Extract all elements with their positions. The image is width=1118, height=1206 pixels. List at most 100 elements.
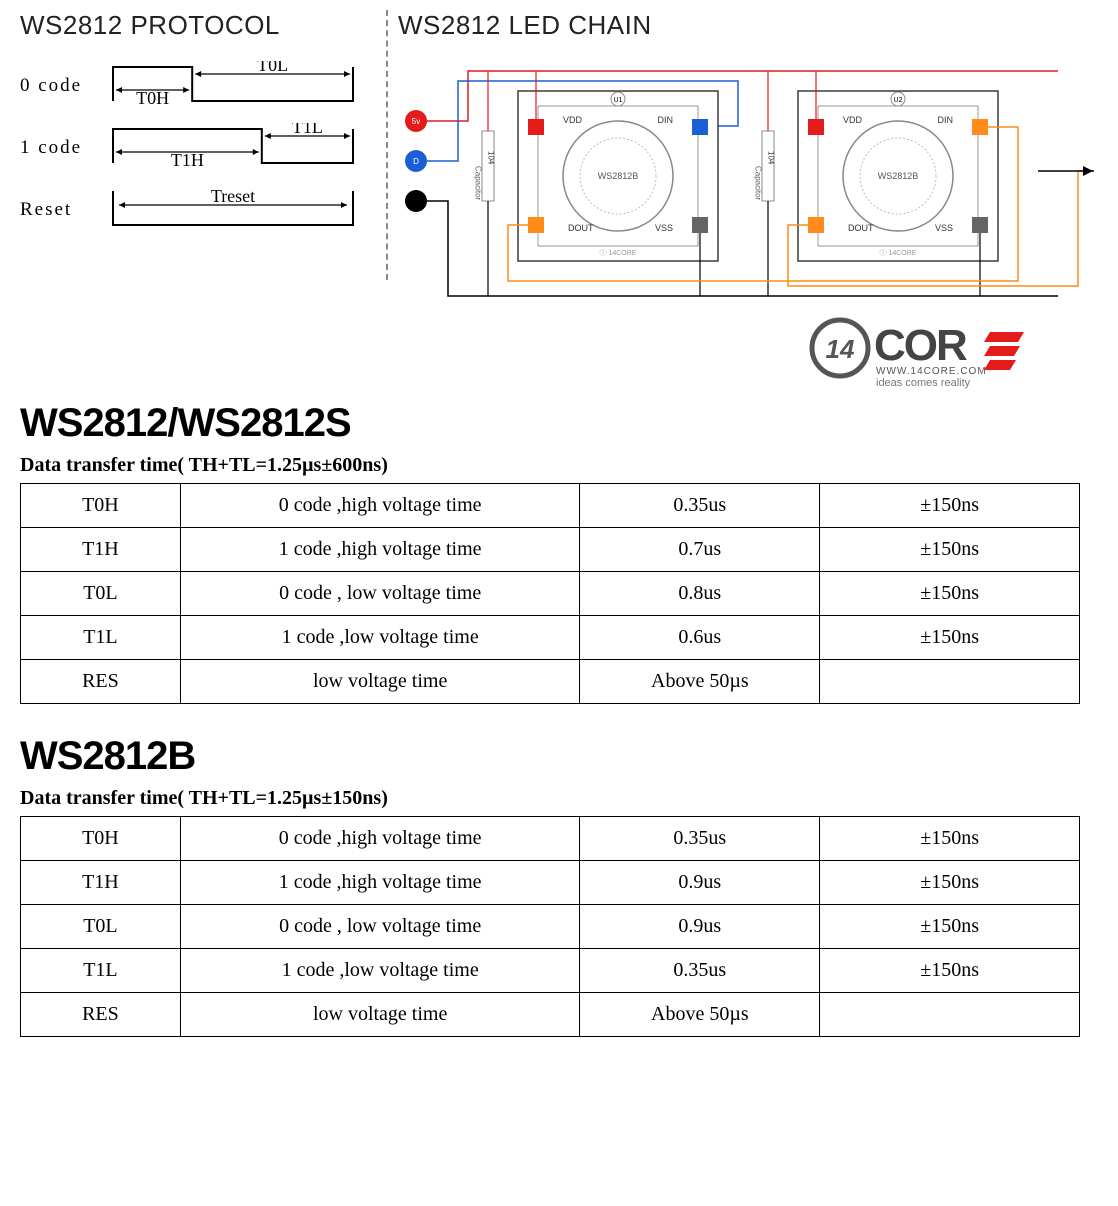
svg-text:T0L: T0L (257, 61, 288, 75)
table-row: T0H0 code ,high voltage time0.35us±150ns (21, 484, 1080, 528)
table-cell: ±150ns (820, 616, 1080, 660)
chain-panel: WS2812 LED CHAIN 5vDCapacitor104WS2812BU… (398, 10, 1098, 316)
table-cell: 0.35us (580, 949, 820, 993)
section1-title: WS2812/WS2812S (20, 401, 1098, 446)
svg-text:Capacitor: Capacitor (754, 166, 763, 201)
table-cell: ±150ns (820, 572, 1080, 616)
table-cell: ±150ns (820, 861, 1080, 905)
table-cell: 0.8us (580, 572, 820, 616)
timing-diagram: 0 code T0H T0L 1 code T1H T1L Reset Treset (20, 61, 376, 235)
table-row: T1L1 code ,low voltage time0.6us±150ns (21, 616, 1080, 660)
table-row: RESlow voltage timeAbove 50µs (21, 993, 1080, 1037)
table-cell: 0 code , low voltage time (180, 572, 580, 616)
svg-text:VSS: VSS (935, 223, 953, 233)
timing-label: 0 code (20, 75, 105, 97)
table-row: T0H0 code ,high voltage time0.35us±150ns (21, 817, 1080, 861)
svg-text:WS2812B: WS2812B (598, 171, 639, 181)
svg-text:T1L: T1L (292, 123, 323, 137)
svg-text:Treset: Treset (211, 186, 255, 206)
table-cell: low voltage time (180, 660, 580, 704)
table-cell: T0L (21, 905, 181, 949)
heading-chain: WS2812 LED CHAIN (398, 10, 1098, 41)
table-cell: T0L (21, 572, 181, 616)
table-cell: RES (21, 660, 181, 704)
svg-text:U2: U2 (894, 97, 903, 104)
table-cell: RES (21, 993, 181, 1037)
chain-diagram: 5vDCapacitor104WS2812BU1VDDDINDOUTVSSⓘ 1… (398, 61, 1098, 311)
section2-subtitle: Data transfer time( TH+TL=1.25µs±150ns) (20, 787, 1098, 810)
table-cell: ±150ns (820, 949, 1080, 993)
table-cell: ±150ns (820, 528, 1080, 572)
table-cell: ±150ns (820, 905, 1080, 949)
svg-text:Capacitor: Capacitor (474, 166, 483, 201)
table-cell: 0.6us (580, 616, 820, 660)
svg-text:ⓘ 14CORE: ⓘ 14CORE (600, 249, 637, 257)
svg-text:ideas comes reality: ideas comes reality (876, 377, 971, 389)
table-cell: T1H (21, 861, 181, 905)
table-cell: Above 50µs (580, 993, 820, 1037)
section2-title: WS2812B (20, 734, 1098, 779)
table-cell: T0H (21, 817, 181, 861)
svg-text:COR: COR (874, 321, 967, 370)
svg-text:104: 104 (487, 151, 496, 165)
section1-subtitle: Data transfer time( TH+TL=1.25µs±600ns) (20, 454, 1098, 477)
svg-text:ⓘ 14CORE: ⓘ 14CORE (880, 249, 917, 257)
table-cell: low voltage time (180, 993, 580, 1037)
vertical-separator (386, 10, 388, 280)
logo-area: 14 CORWWW.14CORE.COMideas comes reality (808, 316, 1068, 401)
table-cell: 1 code ,high voltage time (180, 528, 580, 572)
timing-row-1: 1 code T1H T1L (20, 123, 376, 173)
svg-text:DOUT: DOUT (848, 223, 874, 233)
table-cell: T1L (21, 949, 181, 993)
table-cell: Above 50µs (580, 660, 820, 704)
table-cell: 0.35us (580, 484, 820, 528)
table-row: T0L0 code , low voltage time0.8us±150ns (21, 572, 1080, 616)
timing-row-2: Reset Treset (20, 185, 376, 235)
table-cell: 1 code ,high voltage time (180, 861, 580, 905)
svg-text:VSS: VSS (655, 223, 673, 233)
top-row: WS2812 PROTOCOL 0 code T0H T0L 1 code T1H T1L… (20, 10, 1098, 316)
table-cell: T1H (21, 528, 181, 572)
svg-text:104: 104 (767, 151, 776, 165)
table-cell: 1 code ,low voltage time (180, 616, 580, 660)
svg-text:VDD: VDD (563, 115, 583, 125)
svg-text:T0H: T0H (136, 88, 169, 108)
table-row: T0L0 code , low voltage time0.9us±150ns (21, 905, 1080, 949)
table-cell (820, 993, 1080, 1037)
heading-protocol: WS2812 PROTOCOL (20, 10, 376, 41)
table-cell: 1 code ,low voltage time (180, 949, 580, 993)
table-cell (820, 660, 1080, 704)
svg-text:VDD: VDD (843, 115, 863, 125)
table-row: RESlow voltage timeAbove 50µs (21, 660, 1080, 704)
svg-text:5v: 5v (412, 117, 420, 126)
table-row: T1H1 code ,high voltage time0.7us±150ns (21, 528, 1080, 572)
svg-text:WWW.14CORE.COM: WWW.14CORE.COM (876, 366, 987, 377)
table-ws2812: T0H0 code ,high voltage time0.35us±150ns… (20, 483, 1080, 704)
table-cell: 0 code , low voltage time (180, 905, 580, 949)
svg-text:T1H: T1H (171, 150, 204, 170)
logo-14core: 14 CORWWW.14CORE.COMideas comes reality (808, 316, 1068, 396)
svg-text:U1: U1 (614, 97, 623, 104)
table-cell: T0H (21, 484, 181, 528)
table-cell: ±150ns (820, 484, 1080, 528)
table-cell: 0.7us (580, 528, 820, 572)
svg-text:WS2812B: WS2812B (878, 171, 919, 181)
table-cell: T1L (21, 616, 181, 660)
svg-text:DIN: DIN (658, 115, 674, 125)
table-cell: ±150ns (820, 817, 1080, 861)
table-cell: 0.9us (580, 905, 820, 949)
svg-text:DOUT: DOUT (568, 223, 594, 233)
table-cell: 0.35us (580, 817, 820, 861)
timing-label: 1 code (20, 137, 105, 159)
table-row: T1H1 code ,high voltage time0.9us±150ns (21, 861, 1080, 905)
table-cell: 0 code ,high voltage time (180, 817, 580, 861)
table-ws2812b: T0H0 code ,high voltage time0.35us±150ns… (20, 816, 1080, 1037)
table-cell: 0 code ,high voltage time (180, 484, 580, 528)
protocol-panel: WS2812 PROTOCOL 0 code T0H T0L 1 code T1H T1L… (20, 10, 376, 316)
timing-label: Reset (20, 199, 105, 221)
timing-row-0: 0 code T0H T0L (20, 61, 376, 111)
svg-text:DIN: DIN (938, 115, 954, 125)
svg-text:14: 14 (826, 334, 855, 364)
table-row: T1L1 code ,low voltage time0.35us±150ns (21, 949, 1080, 993)
table-cell: 0.9us (580, 861, 820, 905)
